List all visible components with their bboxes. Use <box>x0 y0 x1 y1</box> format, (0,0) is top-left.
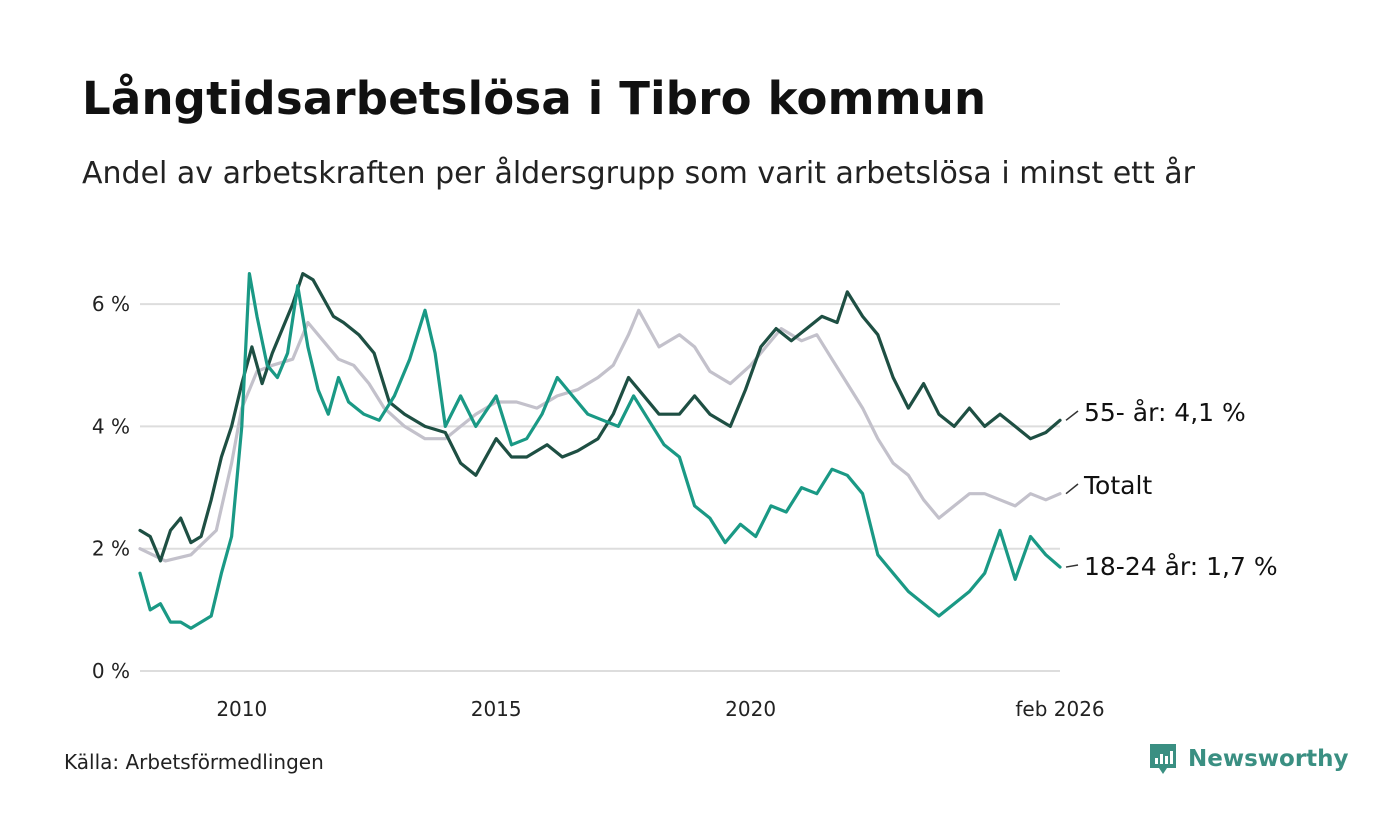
label-connector-total <box>1065 483 1079 495</box>
series-end-label-total: Totalt <box>1083 471 1152 500</box>
line-chart: 0 % 2 % 4 % 6 % 2010 2015 2020 feb 2026 Totalt… <box>92 272 1278 721</box>
chart-subtitle: Andel av arbetskraften per åldersgrupp s… <box>82 156 1195 191</box>
grid-lines <box>140 303 1060 672</box>
x-tick-label: 2010 <box>216 697 267 721</box>
label-connector-age18 <box>1065 564 1079 568</box>
x-tick-label: 2015 <box>471 697 522 721</box>
series-line-age55 <box>138 272 1062 563</box>
x-tick-label: feb 2026 <box>1015 697 1104 721</box>
newsworthy-logo-icon <box>1150 744 1176 774</box>
x-axis-ticks: 2010 2015 2020 feb 2026 <box>216 697 1104 721</box>
brand-name: Newsworthy <box>1188 746 1349 772</box>
y-tick-label: 6 % <box>92 292 130 316</box>
series-end-label-age18: 18-24 år: 1,7 % <box>1084 552 1278 581</box>
brand-logo[interactable]: Newsworthy <box>1148 742 1349 776</box>
y-tick-label: 2 % <box>92 537 130 561</box>
series-end-labels: Totalt 55- år: 4,1 % 18-24 år: 1,7 % <box>1065 398 1278 581</box>
label-connector-age55 <box>1065 410 1079 421</box>
y-axis-ticks: 0 % 2 % 4 % 6 % <box>92 292 130 683</box>
series-end-label-age55: 55- år: 4,1 % <box>1084 398 1246 427</box>
x-tick-label: 2020 <box>725 697 776 721</box>
series-lines <box>138 272 1062 630</box>
y-tick-label: 4 % <box>92 414 130 438</box>
source-note: Källa: Arbetsförmedlingen <box>64 750 324 774</box>
series-line-total <box>138 308 1062 563</box>
chart-title: Långtidsarbetslösa i Tibro kommun <box>82 72 987 125</box>
y-tick-label: 0 % <box>92 659 130 683</box>
series-line-age18 <box>138 272 1062 630</box>
